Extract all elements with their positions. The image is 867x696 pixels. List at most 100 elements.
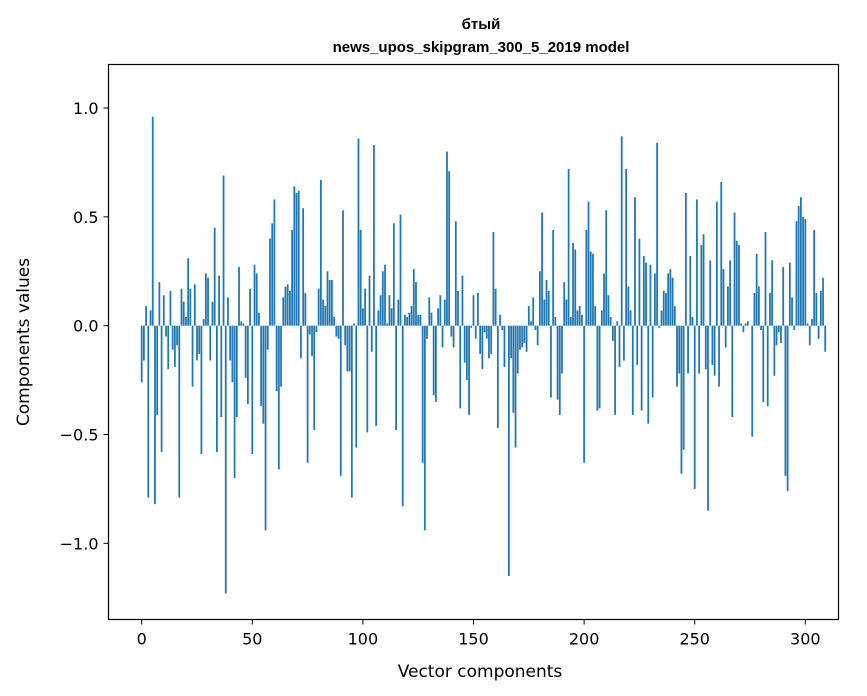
bar bbox=[607, 295, 610, 326]
bar bbox=[211, 301, 214, 326]
bar bbox=[448, 171, 451, 326]
y-tick-label: −0.5 bbox=[60, 426, 99, 445]
bar bbox=[780, 325, 782, 344]
bar bbox=[423, 325, 426, 531]
bar bbox=[702, 234, 705, 326]
y-tick-label: 0.0 bbox=[73, 317, 98, 336]
bar bbox=[238, 266, 240, 326]
bar bbox=[627, 286, 630, 326]
bar bbox=[808, 325, 811, 346]
bar bbox=[682, 325, 685, 450]
bar bbox=[645, 262, 647, 326]
bar bbox=[410, 306, 413, 326]
bar bbox=[516, 325, 519, 374]
bar bbox=[235, 325, 238, 418]
bar bbox=[459, 325, 462, 409]
bar bbox=[735, 240, 738, 326]
bar bbox=[362, 308, 364, 326]
bar bbox=[625, 168, 628, 326]
bar bbox=[178, 325, 181, 498]
bar bbox=[711, 325, 714, 365]
bar bbox=[733, 212, 736, 326]
bar bbox=[326, 271, 329, 326]
bar bbox=[569, 316, 572, 326]
bar bbox=[804, 219, 807, 326]
bar bbox=[720, 182, 723, 326]
bar bbox=[782, 266, 785, 326]
bar bbox=[638, 238, 641, 326]
bar bbox=[523, 325, 526, 344]
bar bbox=[196, 325, 198, 361]
bar bbox=[724, 325, 727, 348]
bar bbox=[218, 275, 220, 326]
bar bbox=[406, 316, 409, 326]
bar bbox=[658, 325, 661, 328]
bar bbox=[457, 290, 459, 326]
bar bbox=[185, 316, 187, 326]
bar bbox=[308, 325, 311, 335]
bar bbox=[707, 325, 709, 511]
bar bbox=[446, 151, 448, 326]
x-tick-label: 100 bbox=[348, 630, 379, 649]
y-tick-label: 1.0 bbox=[73, 99, 98, 118]
bar bbox=[762, 325, 765, 402]
bar bbox=[271, 223, 274, 326]
bar bbox=[488, 325, 490, 359]
bar bbox=[173, 325, 176, 368]
bar bbox=[395, 325, 397, 431]
bar bbox=[366, 325, 369, 433]
x-tick-label: 250 bbox=[679, 630, 710, 649]
bar bbox=[503, 325, 506, 368]
bar bbox=[485, 325, 488, 339]
bar bbox=[255, 273, 258, 326]
bar bbox=[691, 316, 694, 326]
bar bbox=[158, 282, 161, 326]
bar bbox=[501, 325, 504, 331]
bar bbox=[233, 325, 236, 479]
x-tick-label: 150 bbox=[458, 630, 489, 649]
bar bbox=[709, 260, 712, 326]
bar bbox=[253, 264, 256, 326]
bar bbox=[335, 325, 338, 337]
bar bbox=[766, 325, 769, 407]
bar bbox=[795, 221, 798, 326]
bar bbox=[160, 325, 163, 452]
bar bbox=[532, 297, 535, 326]
bar bbox=[220, 325, 223, 418]
bar bbox=[583, 325, 585, 463]
bar bbox=[302, 208, 305, 326]
bar bbox=[558, 325, 561, 415]
bar bbox=[565, 299, 568, 326]
bar bbox=[680, 325, 683, 474]
bar bbox=[273, 199, 276, 326]
bar bbox=[213, 227, 216, 326]
bar bbox=[538, 271, 541, 326]
bar bbox=[421, 325, 424, 463]
y-axis-ticks: −1.0 −0.5 0.0 0.5 1.0 bbox=[60, 99, 109, 553]
bar bbox=[246, 325, 249, 405]
bar bbox=[817, 325, 820, 339]
bar bbox=[202, 319, 205, 326]
bar bbox=[397, 299, 400, 326]
bar bbox=[244, 325, 247, 378]
bar bbox=[574, 249, 577, 326]
bar bbox=[547, 290, 550, 326]
bar bbox=[704, 325, 707, 370]
bar bbox=[563, 282, 566, 326]
bar bbox=[556, 325, 559, 400]
bar bbox=[634, 197, 636, 326]
bar bbox=[209, 325, 212, 361]
bar bbox=[578, 306, 581, 326]
bar bbox=[629, 310, 632, 326]
bar bbox=[545, 279, 548, 326]
bar bbox=[156, 325, 159, 415]
bar bbox=[282, 297, 285, 326]
bar bbox=[587, 201, 590, 326]
bar bbox=[623, 325, 625, 361]
bar bbox=[379, 295, 382, 326]
bar bbox=[277, 325, 280, 470]
bar bbox=[404, 314, 406, 326]
bar bbox=[718, 325, 720, 387]
bar bbox=[465, 325, 468, 381]
bar bbox=[348, 325, 351, 372]
